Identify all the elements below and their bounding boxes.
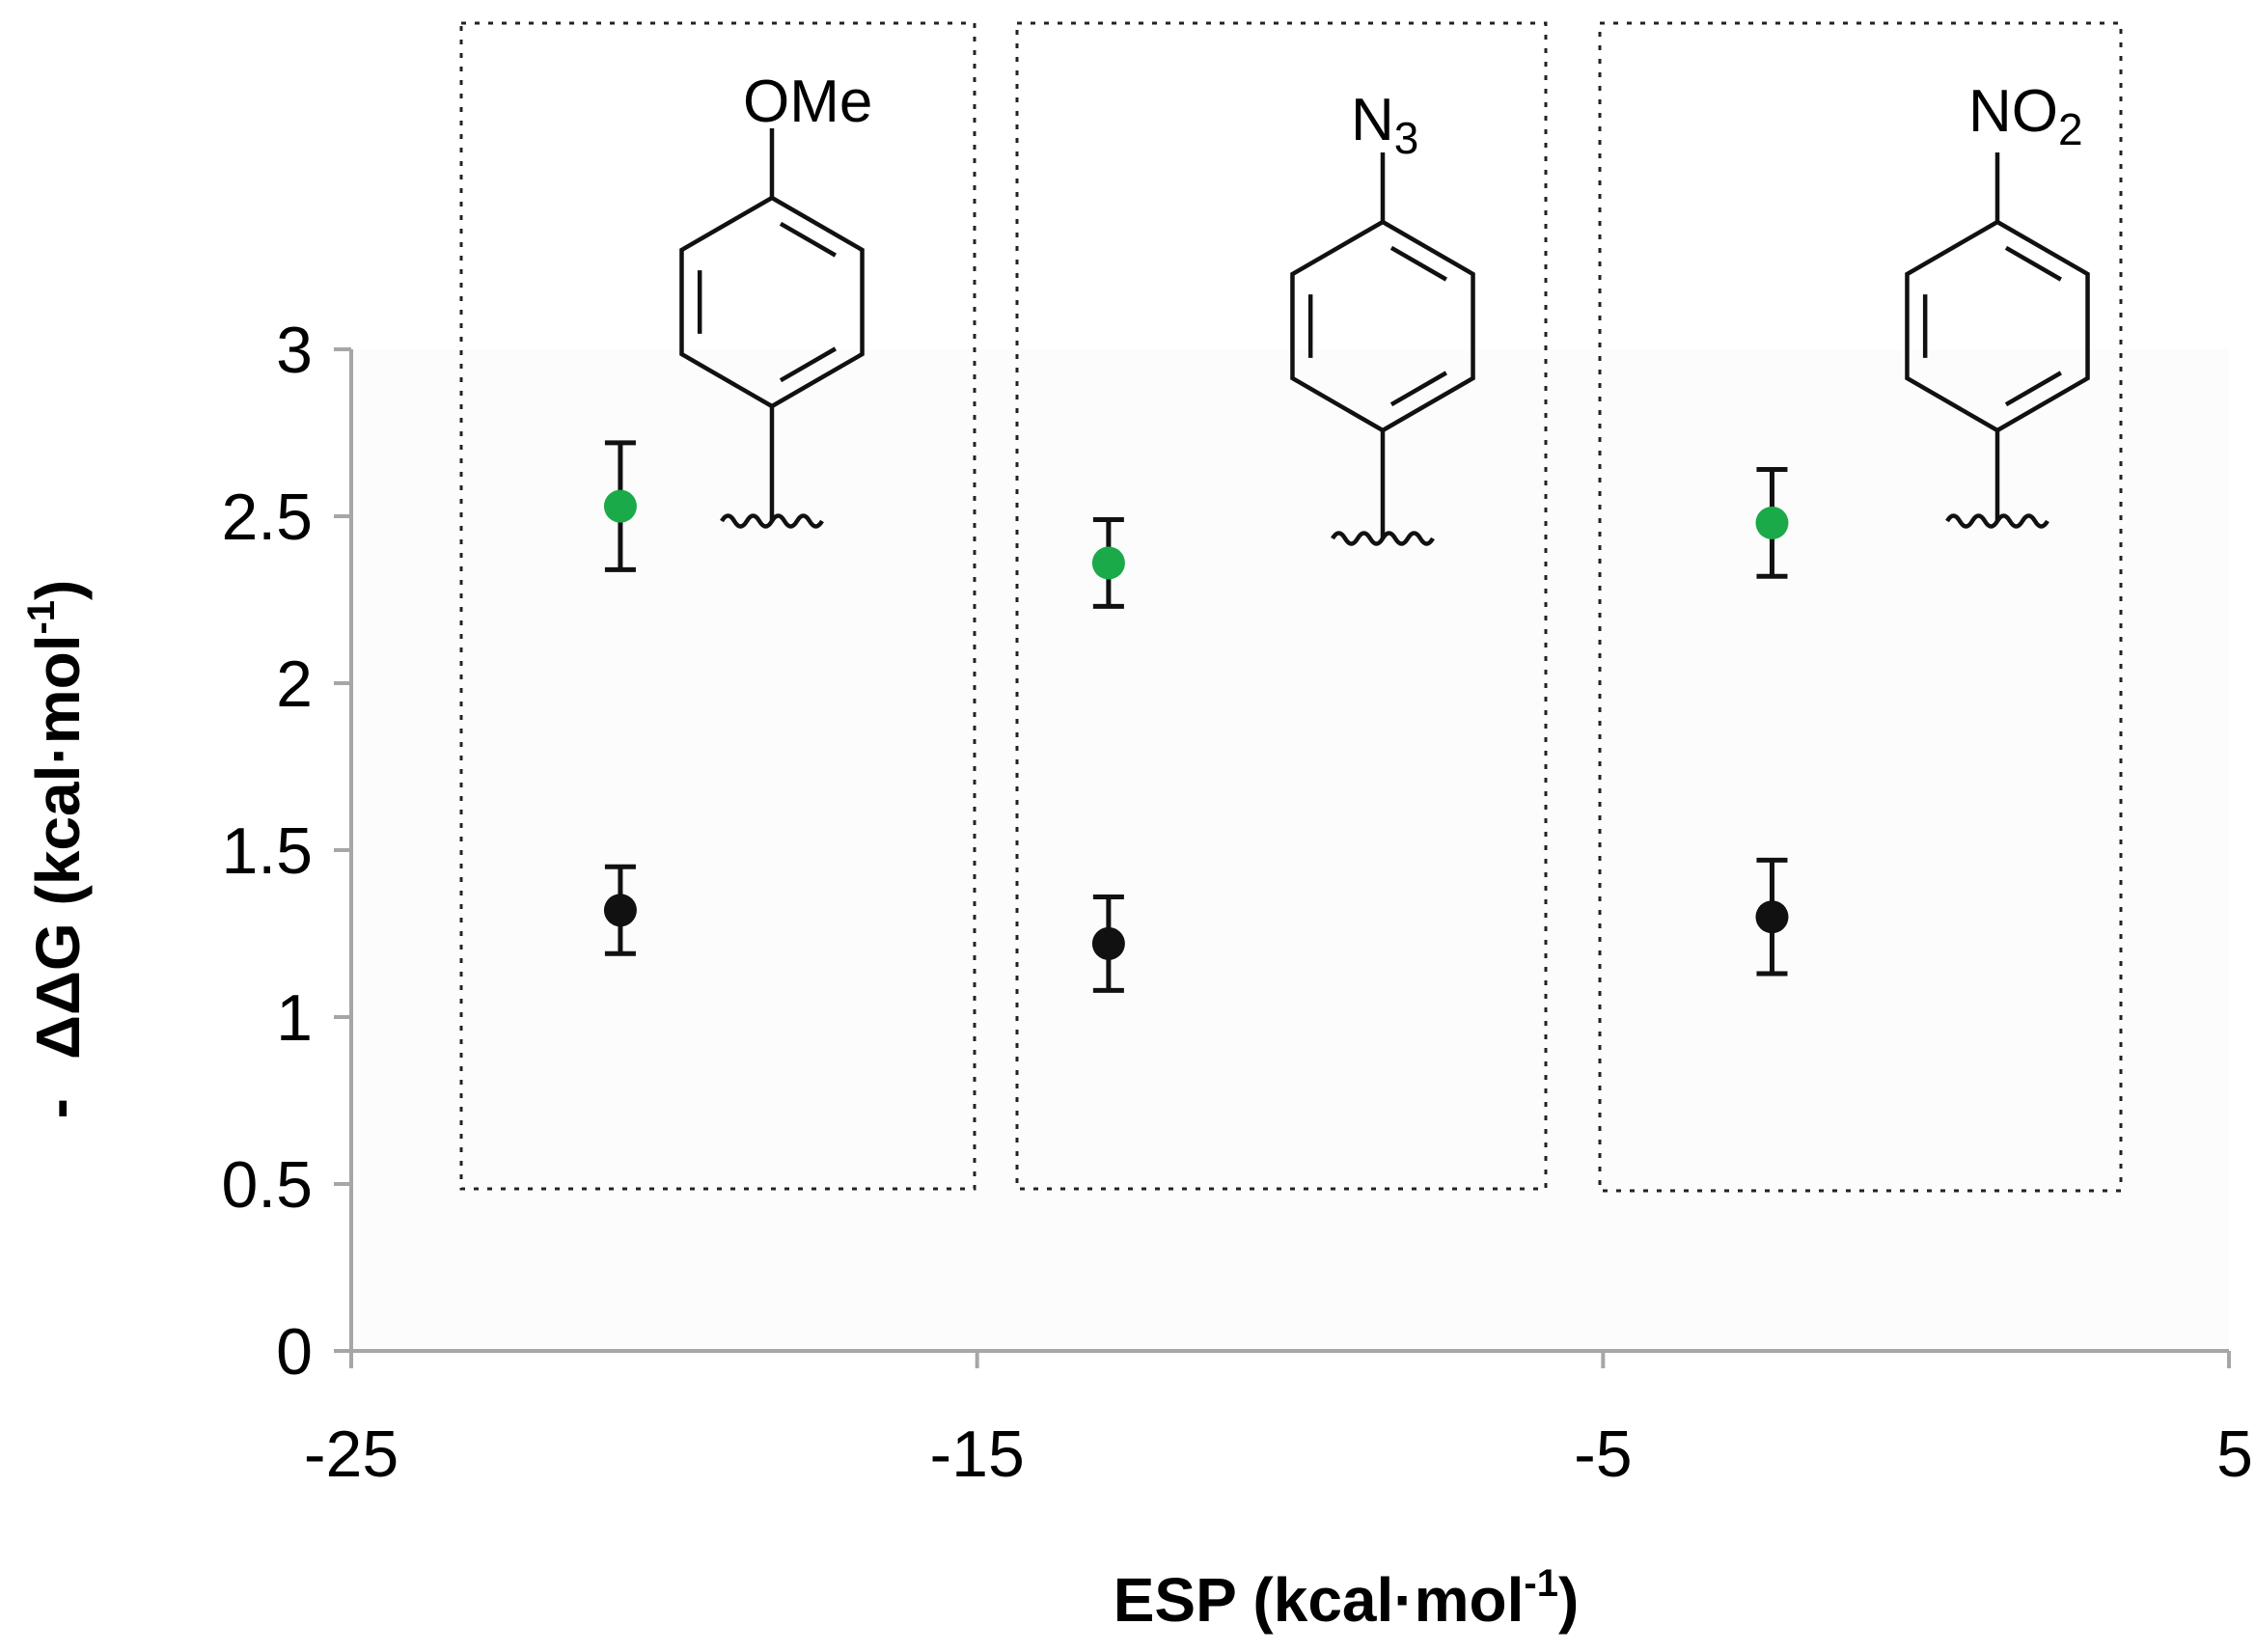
substituent-label: NO2 bbox=[1968, 78, 2083, 154]
point-marker bbox=[1755, 900, 1789, 934]
data-points bbox=[603, 440, 1789, 993]
y-tick-label: 3 bbox=[276, 314, 313, 387]
data-point-1-0 bbox=[603, 864, 637, 956]
data-point-0-2 bbox=[1755, 467, 1789, 579]
point-marker bbox=[603, 894, 637, 927]
y-ticks: 0 0.5 1 1.5 2 2.5 3 bbox=[221, 314, 351, 1389]
point-marker bbox=[1755, 506, 1789, 539]
x-tick-label: -25 bbox=[304, 1418, 399, 1491]
double-bond bbox=[2004, 245, 2062, 282]
x-tick-label: 5 bbox=[2216, 1418, 2253, 1491]
double-bond bbox=[1389, 245, 1447, 282]
box-ome bbox=[459, 21, 976, 1191]
substituent-label: N3 bbox=[1351, 87, 1418, 163]
point-marker bbox=[1091, 926, 1125, 960]
y-tick-label: 2.5 bbox=[221, 481, 313, 554]
box-n3 bbox=[1015, 21, 1548, 1191]
molecule-2: NO2 bbox=[1905, 78, 2090, 529]
box-no2 bbox=[1598, 21, 2123, 1193]
data-point-1-1 bbox=[1091, 894, 1125, 993]
double-bond bbox=[779, 221, 837, 258]
y-tick-label: 0 bbox=[276, 1315, 313, 1389]
double-bond bbox=[2004, 371, 2062, 407]
wavy-attachment bbox=[720, 513, 824, 529]
y-tick-label: 1 bbox=[276, 981, 313, 1055]
x-ticks: -25 -15 -5 5 bbox=[304, 1351, 2253, 1491]
y-axis-title: -ΔΔG (kcal·mol-1) bbox=[20, 580, 93, 1119]
double-bond bbox=[1389, 371, 1447, 407]
data-point-0-0 bbox=[603, 440, 637, 572]
y-tick-label: 0.5 bbox=[221, 1148, 313, 1222]
data-point-1-2 bbox=[1755, 857, 1789, 977]
plot-background bbox=[351, 349, 2229, 1351]
x-axis-title: ESP (kcal·mol-1) bbox=[1114, 1562, 1580, 1635]
molecule-structures: OMe N3 NO2 bbox=[679, 69, 2090, 546]
x-tick-label: -15 bbox=[930, 1418, 1025, 1491]
wavy-attachment bbox=[1331, 531, 1435, 546]
substituent-label: OMe bbox=[743, 69, 872, 135]
double-bond bbox=[779, 346, 837, 383]
y-tick-label: 2 bbox=[276, 647, 313, 721]
substituent-boxes bbox=[459, 21, 2123, 1193]
molecule-0: OMe bbox=[679, 69, 872, 529]
y-tick-label: 1.5 bbox=[221, 814, 313, 888]
y-axis-title-group: -ΔΔG (kcal·mol-1) bbox=[20, 580, 93, 1119]
point-marker bbox=[1091, 546, 1125, 580]
data-point-0-1 bbox=[1091, 516, 1125, 609]
point-marker bbox=[603, 489, 637, 523]
x-tick-label: -5 bbox=[1574, 1418, 1632, 1491]
wavy-attachment bbox=[1945, 513, 2049, 529]
molecule-1: N3 bbox=[1290, 87, 1475, 546]
